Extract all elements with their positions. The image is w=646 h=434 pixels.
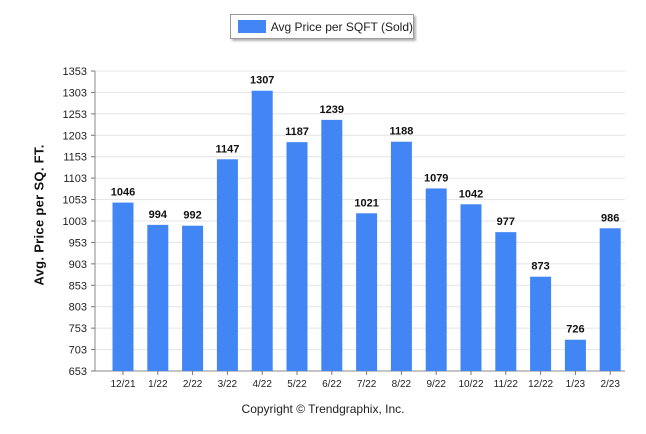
bar: [564, 339, 586, 371]
bar: [286, 142, 308, 371]
y-tick-label: 1153: [63, 152, 87, 164]
bar: [112, 202, 134, 371]
bar: [495, 232, 517, 371]
y-tick-label: 803: [69, 302, 87, 314]
bar: [216, 159, 238, 371]
bar: [599, 228, 621, 371]
legend-swatch: [238, 20, 266, 33]
data-label: 994: [149, 209, 168, 221]
bar: [182, 225, 204, 371]
x-tick-label: 2/22: [183, 379, 203, 390]
x-tick-label: 12/21: [110, 379, 135, 390]
x-tick-label: 9/22: [426, 379, 446, 390]
x-tick-label: 11/22: [494, 379, 519, 390]
data-label: 1188: [389, 126, 413, 138]
bar: [321, 119, 343, 371]
data-label: 1187: [285, 126, 309, 138]
y-tick-label: 1253: [63, 109, 87, 121]
data-label: 986: [601, 212, 619, 224]
x-tick-label: 10/22: [458, 379, 483, 390]
y-tick-label: 1203: [63, 130, 87, 142]
y-tick-label: 1053: [63, 195, 87, 207]
y-tick-label: 703: [69, 345, 87, 357]
y-tick-label: 1003: [63, 216, 87, 228]
data-label: 873: [531, 261, 549, 273]
y-tick-label: 653: [69, 366, 87, 378]
legend-label: Avg Price per SQFT (Sold): [270, 19, 413, 34]
y-tick-label: 853: [69, 280, 87, 292]
y-tick-label: 1303: [63, 87, 87, 99]
data-label: 992: [183, 210, 201, 222]
x-tick-label: 7/22: [357, 379, 377, 390]
x-tick-label: 5/22: [287, 379, 307, 390]
bar: [251, 90, 273, 371]
legend: Avg Price per SQFT (Sold): [230, 14, 414, 39]
bar: [147, 224, 169, 371]
copyright-footer: Copyright © Trendgraphix, Inc.: [241, 402, 405, 416]
bar: [460, 204, 482, 371]
data-label: 726: [566, 324, 584, 336]
y-tick-label: 1103: [63, 173, 87, 185]
x-tick-label: 1/22: [148, 379, 168, 390]
bar: [530, 276, 552, 371]
data-label: 1046: [111, 187, 135, 199]
y-tick-label: 753: [69, 323, 87, 335]
x-tick-label: 1/23: [566, 379, 586, 390]
data-label: 1147: [215, 143, 239, 155]
x-tick-label: 2/23: [600, 379, 620, 390]
bar: [356, 213, 378, 371]
y-tick-label: 953: [69, 237, 87, 249]
data-label: 977: [497, 216, 515, 228]
data-label: 1042: [459, 188, 483, 200]
y-tick-label: 1353: [63, 66, 87, 78]
data-label: 1021: [354, 197, 378, 209]
x-tick-label: 4/22: [252, 379, 272, 390]
x-tick-label: 12/22: [528, 379, 553, 390]
bar: [390, 141, 412, 371]
data-label: 1079: [424, 172, 448, 184]
y-tick-label: 903: [69, 259, 87, 271]
bar: [425, 188, 447, 371]
data-label: 1307: [250, 75, 274, 87]
x-tick-label: 8/22: [392, 379, 412, 390]
data-label: 1239: [320, 104, 344, 116]
x-tick-label: 6/22: [322, 379, 342, 390]
x-tick-label: 3/22: [218, 379, 238, 390]
